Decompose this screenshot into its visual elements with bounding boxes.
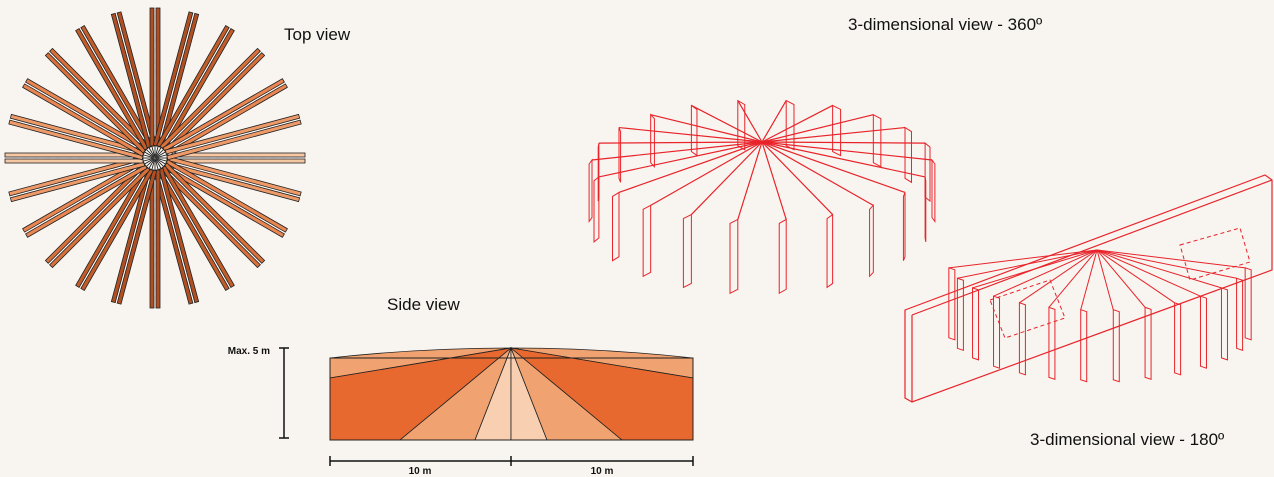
top-view-drawing <box>5 8 305 308</box>
diagram: Top view Side view 3-dimensional view - … <box>0 0 1274 477</box>
height-label: Max. 5 m <box>228 346 270 357</box>
top-view-label: Top view <box>284 25 351 44</box>
view-360-label: 3-dimensional view - 360º <box>848 15 1042 34</box>
arm-panel <box>5 159 143 163</box>
arm-panel <box>156 170 160 308</box>
left-width-label: 10 m <box>409 466 432 477</box>
panel <box>598 143 599 201</box>
view-180-label: 3-dimensional view - 180º <box>1030 430 1224 449</box>
side-view-drawing <box>330 348 693 440</box>
side-view-label: Side view <box>387 295 460 314</box>
arm-panel <box>150 8 154 146</box>
right-width-label: 10 m <box>591 466 614 477</box>
